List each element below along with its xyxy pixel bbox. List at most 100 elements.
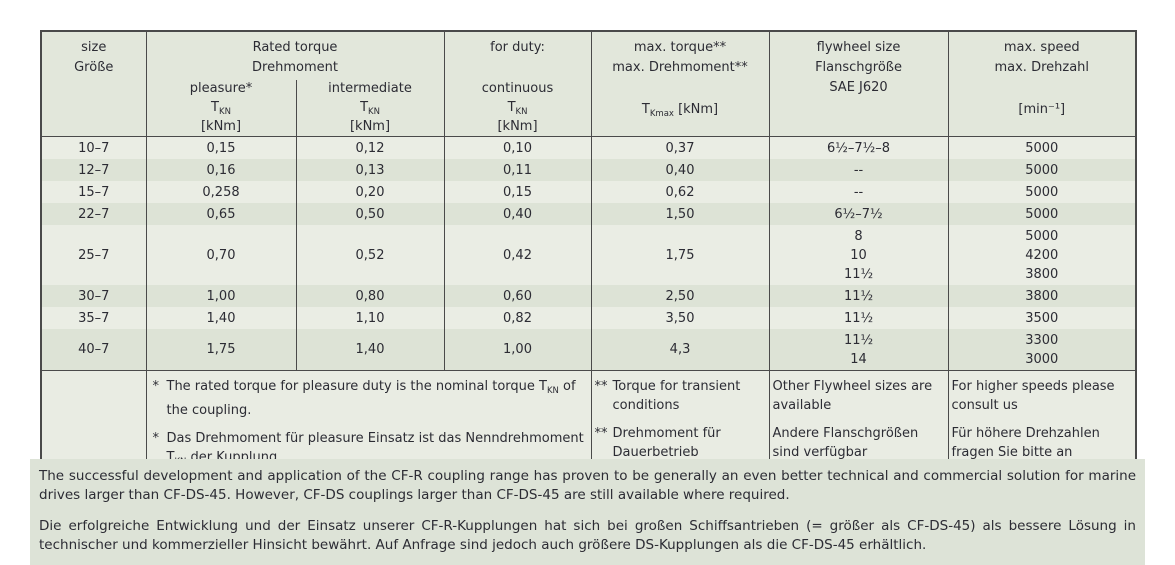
table-row: 10–7 0,15 0,12 0,10 0,37 6½–7½–8 5000 xyxy=(41,136,1137,159)
footnote-torque-en: ** Torque for transient conditions xyxy=(595,377,765,415)
footnote-speed-en: For higher speeds please consult us xyxy=(951,379,1115,413)
col-header-continuous: continuous TKN [kNm] xyxy=(443,80,592,137)
cell-size: 30–7 xyxy=(41,285,146,307)
header-max-torque-en: max. torque** xyxy=(633,40,727,55)
cell-speed: 5000 xyxy=(947,181,1137,203)
cell-flywheel: -- xyxy=(768,159,949,181)
col-header-max-speed: max. speed max. Drehzahl [min⁻¹] xyxy=(947,31,1137,137)
note-paragraph-de: Die erfolgreiche Entwicklung und der Ein… xyxy=(39,518,1136,553)
table-row: 35–7 1,40 1,10 0,82 3,50 11½ 3500 xyxy=(41,307,1137,329)
cell-size: 15–7 xyxy=(41,181,146,203)
table-row: 22–7 0,65 0,50 0,40 1,50 6½–7½ 5000 xyxy=(41,203,1137,225)
header-rated-en: Rated torque xyxy=(252,40,338,55)
col-header-for-duty: for duty: xyxy=(443,31,592,80)
cell-pleasure: 0,258 xyxy=(145,181,296,203)
cell-continuous: 0,42 xyxy=(443,225,592,285)
cell-speed: 3800 xyxy=(947,285,1137,307)
cell-intermediate: 0,20 xyxy=(295,181,445,203)
cell-intermediate: 0,80 xyxy=(295,285,445,307)
cell-flywheel: 6½–7½–8 xyxy=(768,136,949,159)
footnote-flywheel-en: Other Flywheel sizes are available xyxy=(772,379,933,413)
note-paragraph-en: The successful development and applicati… xyxy=(39,468,1136,503)
cell-max-torque: 4,3 xyxy=(590,329,770,371)
header-speed-en: max. speed xyxy=(1003,40,1080,55)
cell-intermediate: 0,13 xyxy=(295,159,445,181)
table-row: 25–7 0,70 0,52 0,42 1,75 8 10 11½ 5000 4… xyxy=(41,225,1137,285)
footnote-marker: * xyxy=(152,431,160,446)
cell-continuous: 1,00 xyxy=(443,329,592,371)
spacer xyxy=(594,78,767,100)
header-size-de: Größe xyxy=(74,60,114,75)
cell-pleasure: 0,70 xyxy=(145,225,296,285)
header-flywheel-de: Flanschgröße xyxy=(815,60,902,75)
cell-pleasure: 1,00 xyxy=(145,285,296,307)
cell-intermediate: 1,40 xyxy=(295,329,445,371)
col-header-flywheel: flywheel size Flanschgröße SAE J620 xyxy=(768,31,949,137)
cell-intermediate: 1,10 xyxy=(295,307,445,329)
col-header-intermediate: intermediate TKN [kNm] xyxy=(295,80,445,137)
spacer xyxy=(951,78,1134,100)
footnote-rated-en: * The rated torque for pleasure duty is … xyxy=(153,377,587,420)
footnote-marker: ** xyxy=(594,379,608,394)
cell-pleasure: 0,16 xyxy=(145,159,296,181)
cell-continuous: 0,10 xyxy=(443,136,592,159)
header-continuous-unit: [kNm] xyxy=(497,119,538,134)
cell-size: 22–7 xyxy=(41,203,146,225)
header-max-torque-symbol: TKmax [kNm] xyxy=(641,102,719,119)
table-row: 15–7 0,258 0,20 0,15 0,62 -- 5000 xyxy=(41,181,1137,203)
cell-speed: 5000 xyxy=(947,136,1137,159)
cell-flywheel: 8 10 11½ xyxy=(768,225,949,285)
header-flywheel-en: flywheel size xyxy=(816,40,901,55)
cell-pleasure: 0,65 xyxy=(145,203,296,225)
cell-size: 12–7 xyxy=(41,159,146,181)
cell-max-torque: 0,37 xyxy=(590,136,770,159)
header-rated-de: Drehmoment xyxy=(252,60,338,75)
cell-continuous: 0,11 xyxy=(443,159,592,181)
cell-pleasure: 0,15 xyxy=(145,136,296,159)
footnote-text: The rated torque for pleasure duty is th… xyxy=(166,379,576,418)
header-intermediate-unit: [kNm] xyxy=(349,119,391,134)
cell-size: 35–7 xyxy=(41,307,146,329)
cell-speed: 5000 4200 3800 xyxy=(947,225,1137,285)
cell-pleasure: 1,40 xyxy=(145,307,296,329)
header-pleasure-label: pleasure* xyxy=(189,81,253,96)
coupling-spec-table: size Größe Rated torque Drehmoment for d… xyxy=(40,30,1138,480)
cell-intermediate: 0,12 xyxy=(295,136,445,159)
header-pleasure-unit: [kNm] xyxy=(200,119,242,134)
cell-max-torque: 0,40 xyxy=(590,159,770,181)
header-intermediate-label: intermediate xyxy=(328,81,412,96)
header-intermediate-symbol: TKN xyxy=(360,100,380,117)
cell-flywheel: 6½–7½ xyxy=(768,203,949,225)
header-speed-unit: [min⁻¹] xyxy=(1018,102,1066,117)
cell-size: 10–7 xyxy=(41,136,146,159)
footnote-flywheel-de: Andere Flanschgrößen sind verfügbar xyxy=(772,426,919,460)
col-header-size: size Größe xyxy=(41,31,146,137)
cell-speed: 3500 xyxy=(947,307,1137,329)
footnote-marker: * xyxy=(152,379,160,394)
footnote-text: Drehmoment für Dauerbetrieb xyxy=(612,426,721,460)
col-header-max-torque: max. torque** max. Drehmoment** TKmax [k… xyxy=(590,31,770,137)
cell-pleasure: 1,75 xyxy=(145,329,296,371)
table-header: size Größe Rated torque Drehmoment for d… xyxy=(41,31,1137,137)
header-continuous-symbol: TKN xyxy=(507,100,528,117)
cell-max-torque: 1,50 xyxy=(590,203,770,225)
cell-size: 25–7 xyxy=(41,225,146,285)
header-size-en: size xyxy=(81,40,107,55)
header-max-torque-de: max. Drehmoment** xyxy=(612,60,748,75)
cell-intermediate: 0,50 xyxy=(295,203,445,225)
cell-continuous: 0,40 xyxy=(443,203,592,225)
header-duty-label: for duty: xyxy=(490,40,545,55)
header-flywheel-sae: SAE J620 xyxy=(829,80,888,95)
header-continuous-label: continuous xyxy=(481,81,554,96)
cell-flywheel: -- xyxy=(768,181,949,203)
col-header-rated-torque: Rated torque Drehmoment xyxy=(145,31,445,80)
cell-continuous: 0,60 xyxy=(443,285,592,307)
cell-max-torque: 2,50 xyxy=(590,285,770,307)
cell-intermediate: 0,52 xyxy=(295,225,445,285)
footnote-speed-de: Für höhere Drehzahlen fragen Sie bitte a… xyxy=(951,426,1100,460)
cell-speed: 5000 xyxy=(947,159,1137,181)
cell-flywheel: 11½ xyxy=(768,285,949,307)
cell-max-torque: 0,62 xyxy=(590,181,770,203)
table-row: 30–7 1,00 0,80 0,60 2,50 11½ 3800 xyxy=(41,285,1137,307)
cell-max-torque: 3,50 xyxy=(590,307,770,329)
